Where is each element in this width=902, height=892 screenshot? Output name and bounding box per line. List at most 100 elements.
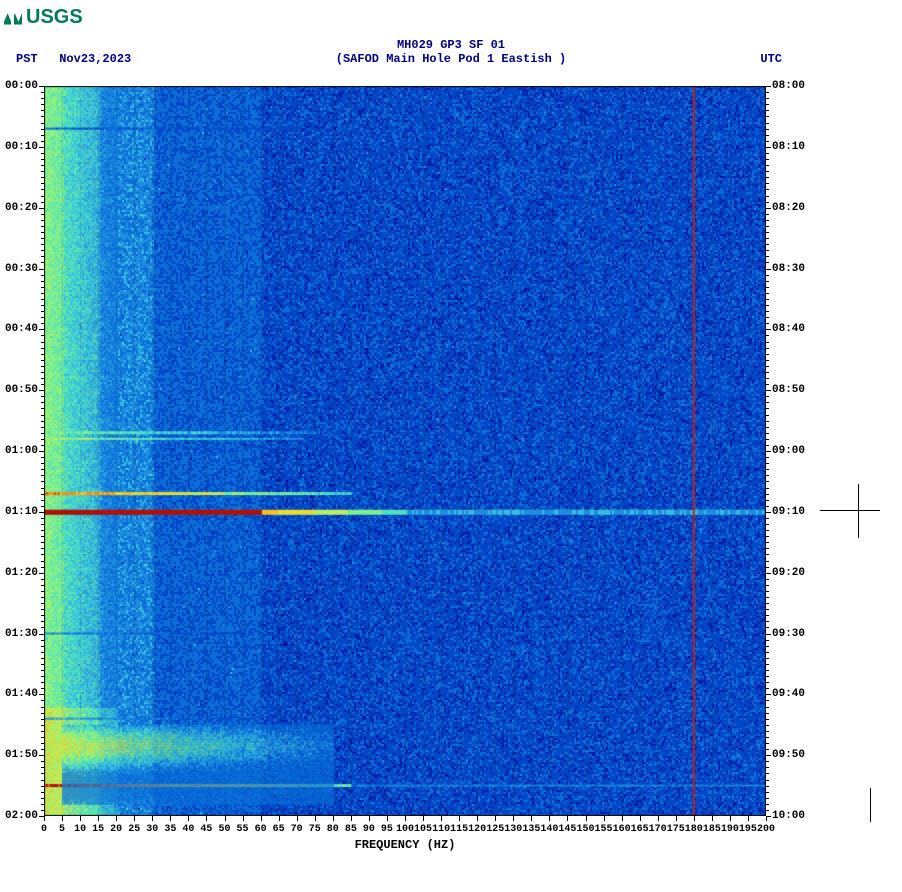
y-left-minor-tick (41, 615, 44, 616)
x-tick-label: 140 (540, 824, 558, 835)
y-right-tick (766, 573, 771, 574)
y-left-minor-tick (41, 621, 44, 622)
y-left-minor-tick (41, 488, 44, 489)
y-right-minor-tick (766, 682, 769, 683)
y-right-minor-tick (766, 780, 769, 781)
y-right-minor-tick (766, 615, 769, 616)
y-right-tick (766, 269, 771, 270)
y-left-tick-label: 01:50 (5, 749, 38, 761)
y-left-minor-tick (41, 287, 44, 288)
y-right-tick-label: 08:20 (772, 202, 805, 214)
y-right-minor-tick (766, 135, 769, 136)
y-right-tick (766, 694, 771, 695)
y-right-tick-label: 10:00 (772, 810, 805, 822)
y-left-minor-tick (41, 348, 44, 349)
y-left-minor-tick (41, 798, 44, 799)
y-right-minor-tick (766, 567, 769, 568)
y-right-minor-tick (766, 360, 769, 361)
y-left-tick (39, 512, 44, 513)
y-right-minor-tick (766, 104, 769, 105)
x-tick (297, 816, 298, 821)
y-left-minor-tick (41, 366, 44, 367)
y-right-minor-tick (766, 402, 769, 403)
y-left-minor-tick (41, 354, 44, 355)
y-right-minor-tick (766, 311, 769, 312)
y-left-minor-tick (41, 700, 44, 701)
time-marker-h (820, 510, 880, 511)
y-left-minor-tick (41, 123, 44, 124)
x-tick (622, 816, 623, 821)
y-left-minor-tick (41, 761, 44, 762)
y-right-minor-tick (766, 652, 769, 653)
y-left-minor-tick (41, 554, 44, 555)
x-tick (243, 816, 244, 821)
y-right-tick (766, 86, 771, 87)
y-right-minor-tick (766, 202, 769, 203)
y-left-minor-tick (41, 767, 44, 768)
x-tick (531, 816, 532, 821)
x-tick (495, 816, 496, 821)
y-left-minor-tick (41, 500, 44, 501)
y-left-minor-tick (41, 725, 44, 726)
y-right-minor-tick (766, 238, 769, 239)
y-right-minor-tick (766, 214, 769, 215)
y-left-tick-label: 01:20 (5, 567, 38, 579)
y-left-minor-tick (41, 189, 44, 190)
y-right-minor-tick (766, 421, 769, 422)
time-marker-v2 (870, 788, 871, 822)
y-right-minor-tick (766, 719, 769, 720)
y-left-minor-tick (41, 585, 44, 586)
y-left-minor-tick (41, 561, 44, 562)
x-tick-label: 25 (128, 824, 140, 835)
y-right-minor-tick (766, 299, 769, 300)
y-right-minor-tick (766, 342, 769, 343)
x-tick (369, 816, 370, 821)
right-tz: UTC (760, 52, 782, 66)
y-right-minor-tick (766, 153, 769, 154)
y-left-minor-tick (41, 232, 44, 233)
x-tick (44, 816, 45, 821)
y-left-minor-tick (41, 536, 44, 537)
y-left-minor-tick (41, 567, 44, 568)
x-tick (80, 816, 81, 821)
x-tick-label: 185 (703, 824, 721, 835)
y-left-minor-tick (41, 135, 44, 136)
y-right-minor-tick (766, 640, 769, 641)
y-axis-left-pst: 00:0000:1000:2000:3000:4000:5001:0001:10… (0, 86, 44, 816)
y-left-tick-label: 00:10 (5, 141, 38, 153)
y-right-minor-tick (766, 688, 769, 689)
y-right-minor-tick (766, 287, 769, 288)
y-right-minor-tick (766, 804, 769, 805)
y-left-tick-label: 01:40 (5, 688, 38, 700)
x-tick-label: 20 (110, 824, 122, 835)
x-tick (315, 816, 316, 821)
y-right-tick-label: 09:00 (772, 445, 805, 457)
y-left-minor-tick (41, 226, 44, 227)
x-tick-label: 60 (255, 824, 267, 835)
y-left-tick (39, 390, 44, 391)
y-left-minor-tick (41, 183, 44, 184)
logo-wave-icon (4, 11, 22, 25)
y-left-minor-tick (41, 494, 44, 495)
title-line-1: MH029 GP3 SF 01 (0, 38, 902, 52)
y-right-minor-tick (766, 597, 769, 598)
y-left-tick (39, 755, 44, 756)
y-right-tick-label: 09:50 (772, 749, 805, 761)
y-left-minor-tick (41, 737, 44, 738)
y-right-tick (766, 755, 771, 756)
y-left-minor-tick (41, 342, 44, 343)
y-right-minor-tick (766, 725, 769, 726)
y-right-minor-tick (766, 627, 769, 628)
y-right-minor-tick (766, 189, 769, 190)
y-right-tick-label: 08:50 (772, 384, 805, 396)
date: Nov23,2023 (59, 52, 131, 66)
y-left-minor-tick (41, 792, 44, 793)
y-axis-right-utc: 08:0008:1008:2008:3008:4008:5009:0009:10… (766, 86, 812, 816)
x-tick (549, 816, 550, 821)
y-left-minor-tick (41, 244, 44, 245)
y-left-minor-tick (41, 658, 44, 659)
header-left: PST Nov23,2023 (16, 52, 131, 66)
y-left-minor-tick (41, 275, 44, 276)
y-right-minor-tick (766, 792, 769, 793)
x-tick-label: 165 (631, 824, 649, 835)
